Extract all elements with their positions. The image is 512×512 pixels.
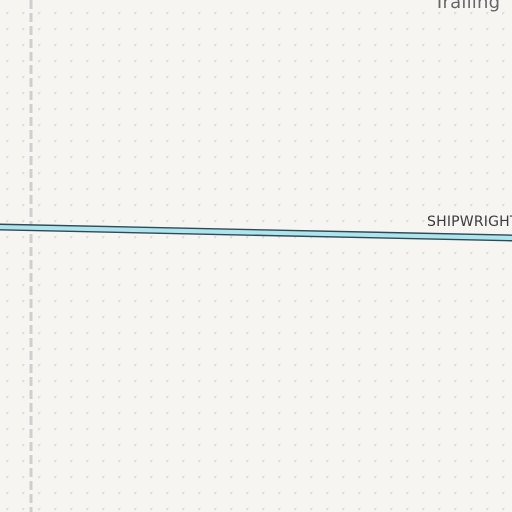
shipwright-road[interactable] — [0, 223, 512, 242]
place-label: Trailing — [434, 0, 501, 13]
street-label: SHIPWRIGHT — [427, 214, 512, 230]
road-fill — [0, 224, 512, 241]
